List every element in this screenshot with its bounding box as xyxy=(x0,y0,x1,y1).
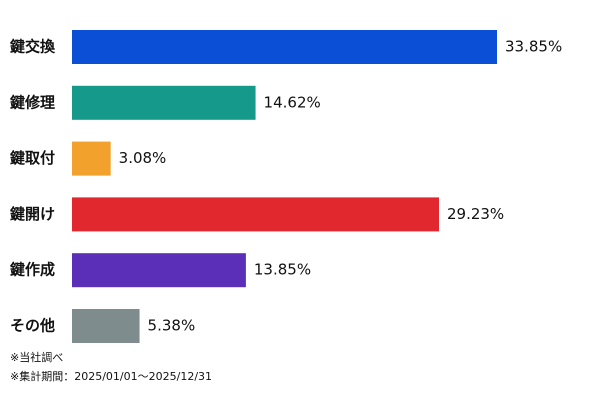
value-label: 33.85% xyxy=(505,38,562,56)
value-label: 14.62% xyxy=(264,93,321,111)
bar xyxy=(72,253,246,288)
category-label: 鍵作成 xyxy=(10,261,55,279)
category-label: 鍵修理 xyxy=(10,93,55,111)
bar xyxy=(72,85,256,120)
category-label: 鍵取付 xyxy=(10,149,55,167)
footnote: ※集計期間：2025/01/01～2025/12/31 xyxy=(10,369,212,383)
value-label: 13.85% xyxy=(254,261,311,279)
value-label: 29.23% xyxy=(447,205,504,223)
bar xyxy=(72,30,497,64)
category-label: その他 xyxy=(10,317,55,335)
bar xyxy=(72,309,140,343)
footnote: ※当社調べ xyxy=(10,350,63,364)
value-label: 3.08% xyxy=(119,149,167,167)
category-label: 鍵開け xyxy=(10,205,55,223)
bar xyxy=(72,197,439,232)
category-label: 鍵交換 xyxy=(10,38,56,56)
bar xyxy=(72,141,111,176)
value-label: 5.38% xyxy=(148,317,196,335)
